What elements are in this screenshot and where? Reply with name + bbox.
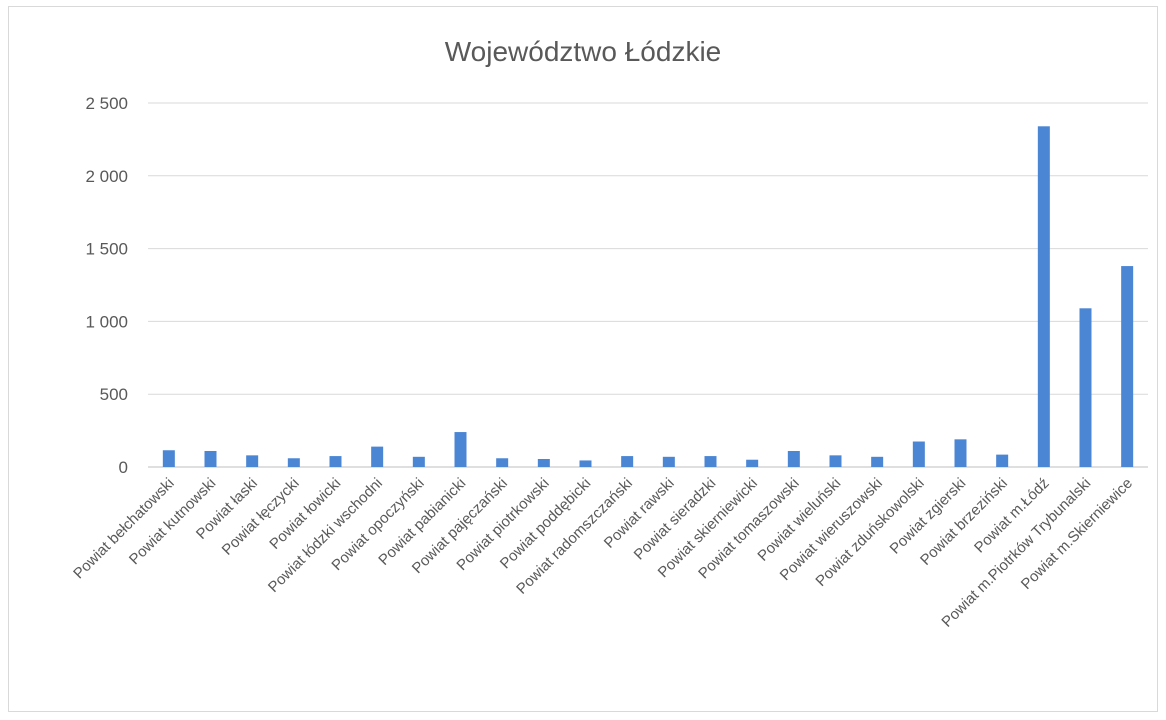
bar — [1121, 266, 1134, 467]
y-tick-label: 0 — [119, 458, 128, 477]
y-tick-label: 500 — [100, 385, 128, 404]
bar — [204, 450, 217, 467]
bar — [329, 456, 342, 467]
bar — [704, 456, 717, 467]
bars — [162, 126, 1134, 468]
bar — [746, 459, 759, 467]
chart-title: Województwo Łódzkie — [445, 36, 722, 67]
y-tick-label: 1 500 — [85, 240, 128, 259]
y-tick-label: 1 000 — [85, 312, 128, 331]
bar — [1037, 126, 1050, 468]
bar — [454, 432, 467, 467]
bar — [662, 456, 675, 467]
bar — [787, 450, 800, 467]
bar — [829, 455, 842, 467]
bar — [162, 450, 175, 467]
bar — [996, 454, 1009, 467]
chart-frame — [8, 6, 1158, 712]
bar — [1079, 308, 1092, 467]
y-tick-label: 2 000 — [85, 167, 128, 186]
bar — [912, 441, 925, 467]
y-axis-ticks: 0 500 1 000 1 500 2 000 2 500 — [85, 94, 128, 477]
bar — [371, 446, 384, 467]
bar — [246, 455, 259, 467]
bar — [621, 456, 634, 467]
bar — [579, 460, 592, 467]
gridlines — [148, 102, 1148, 468]
bar — [537, 458, 550, 467]
bar — [412, 456, 425, 467]
bar — [871, 456, 884, 467]
bar — [287, 458, 300, 467]
bar — [954, 439, 967, 467]
y-tick-label: 2 500 — [85, 94, 128, 113]
bar — [496, 458, 509, 467]
